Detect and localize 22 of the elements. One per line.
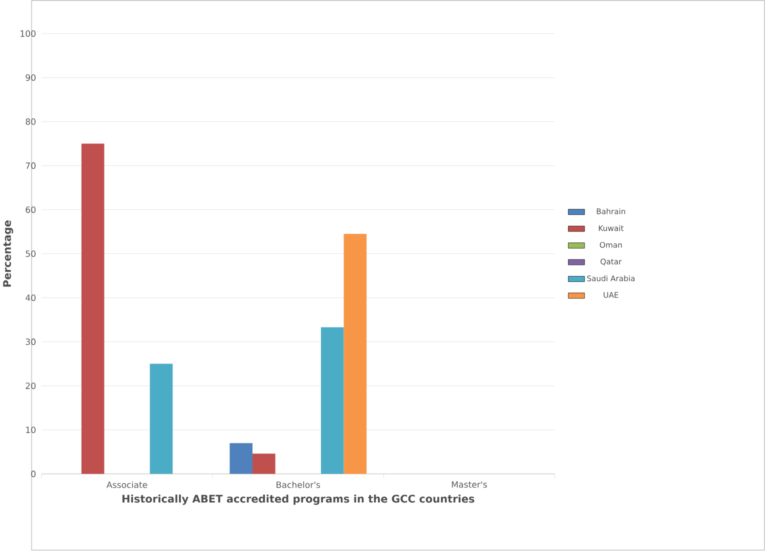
y-tick-label: 0 — [31, 470, 36, 478]
y-tick-label: 60 — [26, 206, 36, 214]
bar — [344, 234, 367, 474]
y-tick-label: 80 — [26, 118, 36, 126]
bar — [252, 454, 276, 474]
y-tick-label: 40 — [26, 294, 36, 302]
x-tick-label: Associate — [106, 482, 148, 488]
bar — [320, 327, 344, 474]
bar — [230, 443, 253, 474]
x-tick-label: Bachelor's — [276, 482, 320, 488]
y-tick-label: 70 — [26, 162, 36, 170]
x-axis-title: Historically ABET accredited programs in the GCC countries — [122, 494, 474, 505]
x-tick-label: Master's — [452, 482, 487, 488]
y-tick-label: 90 — [26, 74, 36, 82]
y-tick-label: 50 — [26, 250, 36, 258]
bar — [81, 144, 104, 474]
y-tick-label: 30 — [26, 338, 36, 346]
bar — [150, 364, 173, 474]
y-tick-label: 100 — [20, 30, 36, 37]
y-tick-label: 20 — [26, 382, 36, 390]
y-axis-title: Percentage — [3, 220, 14, 287]
y-tick-label: 10 — [26, 426, 36, 434]
